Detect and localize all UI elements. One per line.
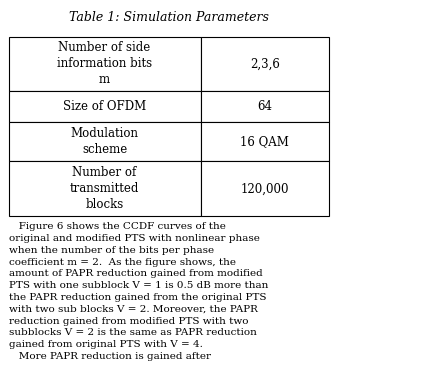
Text: 16 QAM: 16 QAM [240,135,288,148]
Text: Table 1: Simulation Parameters: Table 1: Simulation Parameters [69,11,268,24]
Bar [9,91,200,122]
Bar [9,161,200,216]
Text: Modulation
scheme: Modulation scheme [70,127,138,156]
Text: Number of
transmitted
blocks: Number of transmitted blocks [70,166,139,211]
Text: 120,000: 120,000 [240,182,288,195]
Text: Figure 6 shows the CCDF curves of the
original and modified PTS with nonlinear p: Figure 6 shows the CCDF curves of the or… [9,222,267,361]
Text: 2,3,6: 2,3,6 [249,58,279,70]
Bar [9,122,200,161]
Bar [200,122,328,161]
Bar [9,37,200,91]
Bar [200,37,328,91]
Text: Size of OFDM: Size of OFDM [63,100,146,113]
Text: 64: 64 [256,100,272,113]
Text: Number of side
information bits
m: Number of side information bits m [57,41,152,87]
Bar [200,91,328,122]
Bar [200,161,328,216]
